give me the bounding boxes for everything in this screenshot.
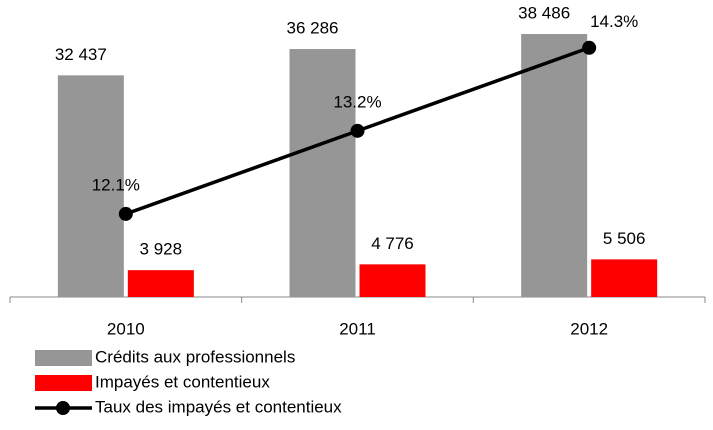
bar <box>289 49 356 297</box>
bar-value-label: 38 486 <box>518 3 570 22</box>
x-tick-label: 2012 <box>570 319 608 338</box>
bar-value-label: 4 776 <box>371 234 414 253</box>
line-value-label: 14.3% <box>590 12 638 31</box>
legend-swatch <box>35 375 92 391</box>
bar-value-label: 32 437 <box>55 45 107 64</box>
bar <box>591 259 658 297</box>
bar <box>127 270 194 297</box>
x-tick-label: 2010 <box>107 319 145 338</box>
bar-value-label: 36 286 <box>287 19 339 38</box>
line-point <box>118 206 133 221</box>
line-point <box>582 40 597 55</box>
bar <box>359 264 426 297</box>
line-value-label: 12.1% <box>92 175 140 194</box>
bar <box>521 34 588 298</box>
bar-value-label: 5 506 <box>603 229 646 248</box>
bar-value-label: 3 928 <box>140 240 183 259</box>
line-value-label: 13.2% <box>333 92 381 111</box>
x-tick-label: 2011 <box>339 319 376 338</box>
line-point <box>350 123 365 138</box>
legend-label: Impayés et contentieux <box>95 372 270 391</box>
legend-label: Taux des impayés et contentieux <box>95 397 342 416</box>
legend-label: Crédits aux professionnels <box>95 347 295 366</box>
bar <box>57 75 124 297</box>
legend-swatch <box>35 350 92 366</box>
legend-swatch <box>56 401 70 415</box>
